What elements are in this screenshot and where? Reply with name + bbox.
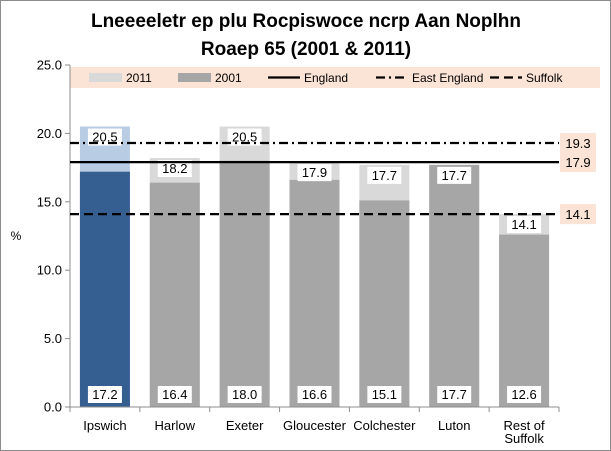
bar-2001-luton xyxy=(429,164,480,407)
data-label-bg-2001-ipswich xyxy=(87,386,122,403)
y-tick-label: 5.0 xyxy=(44,331,62,346)
bar-2001-gloucester xyxy=(289,179,340,407)
legend-swatch-2011 xyxy=(89,73,122,82)
bar-2001-colchester xyxy=(359,200,410,407)
data-label-2001-gloucester: 16.6 xyxy=(302,387,327,402)
reference-lines: 17.9 19.3 14.1 xyxy=(70,132,596,225)
legend-swatch-2001 xyxy=(178,73,211,82)
x-tick-label-colchester: Colchester xyxy=(353,418,416,433)
legend-label-2001: 2001 xyxy=(215,71,242,85)
data-label-2011-harlow: 18.2 xyxy=(162,161,187,176)
x-tick-label-harlow: Harlow xyxy=(155,418,196,433)
chart-title-line-1: Lneeeeletr ep plu Rocpiswoce ncrp Aan No… xyxy=(91,11,521,32)
reference-label-england: 17.9 xyxy=(565,155,590,170)
legend-background xyxy=(70,67,600,88)
data-label-bg-2001-luton xyxy=(437,386,472,403)
data-label-2001-rest-of-suffolk: 12.6 xyxy=(511,387,536,402)
x-tick-label-gloucester: Gloucester xyxy=(283,418,347,433)
data-label-bg-2011-exeter xyxy=(227,128,262,146)
data-label-2011-colchester: 17.7 xyxy=(372,168,397,183)
data-label-bg-2011-rest-of-suffolk xyxy=(507,216,542,234)
y-tick-label: 15.0 xyxy=(37,194,62,209)
bar-2001-rest-of-suffolk xyxy=(499,234,550,407)
chart-title: Lneeeeletr ep plu Rocpiswoce ncrp Aan No… xyxy=(91,11,521,60)
reference-label-bg-england xyxy=(560,152,596,173)
legend-label-suffolk: Suffolk xyxy=(526,71,563,85)
y-axis: 0.0 5.0 10.0 15.0 20.0 25.0 xyxy=(37,58,71,415)
legend-label-england: England xyxy=(304,71,348,85)
data-label-bg-2011-ipswich xyxy=(87,128,122,146)
legend: 2011 2001 England East England Suffolk xyxy=(70,67,600,88)
data-label-bg-2001-exeter xyxy=(227,386,262,403)
data-label-bg-2011-colchester xyxy=(367,166,402,184)
bar-2001-exeter xyxy=(219,160,270,407)
reference-label-bg-suffolk xyxy=(560,204,596,225)
y-tick-label: 0.0 xyxy=(44,400,62,415)
data-label-2011-ipswich: 20.5 xyxy=(92,130,117,145)
data-label-bg-2011-gloucester xyxy=(297,164,332,182)
x-tick-label-luton: Luton xyxy=(438,418,471,433)
bar-2001-harlow xyxy=(149,182,200,407)
data-label-bg-2011-harlow xyxy=(157,160,192,178)
chart-title-line-2: Roaep 65 (2001 & 2011) xyxy=(201,39,411,60)
data-label-2001-luton: 17.7 xyxy=(442,387,467,402)
x-tick-label-ipswich: Ipswich xyxy=(83,418,126,433)
data-label-2011-luton: 17.7 xyxy=(442,168,467,183)
data-label-bg-2001-harlow xyxy=(157,386,192,403)
data-label-bg-2001-colchester xyxy=(367,386,402,403)
data-label-2011-rest-of-suffolk: 14.1 xyxy=(511,217,536,232)
data-label-bg-2001-rest-of-suffolk xyxy=(507,386,542,403)
data-label-2001-colchester: 15.1 xyxy=(372,387,397,402)
y-axis-label: % xyxy=(11,229,22,243)
reference-label-bg-east-england xyxy=(560,132,596,153)
data-label-2011-gloucester: 17.9 xyxy=(302,165,327,180)
y-tick-label: 20.0 xyxy=(37,126,62,141)
legend-label-east-england: East England xyxy=(412,71,483,85)
data-label-bg-2001-gloucester xyxy=(297,386,332,403)
bars: 20.5 17.2 18.2 16.4 20.5 18.0 17.9 16.6 17.7 15.1… xyxy=(79,126,550,407)
data-label-2011-exeter: 20.5 xyxy=(232,130,257,145)
reference-label-suffolk: 14.1 xyxy=(565,207,590,222)
x-tick-label-rest-of-suffolk: Rest of Suffolk xyxy=(503,418,545,446)
data-label-2001-ipswich: 17.2 xyxy=(92,387,117,402)
x-axis: Ipswich Harlow Exeter Gloucester Colchester L… xyxy=(69,406,560,446)
reference-label-east-england: 19.3 xyxy=(565,136,590,151)
legend-label-2011: 2011 xyxy=(126,71,152,85)
data-label-bg-2011-luton xyxy=(437,166,472,184)
y-tick-label: 25.0 xyxy=(37,58,62,73)
bar-2001-ipswich xyxy=(79,171,130,407)
data-label-2001-harlow: 16.4 xyxy=(162,387,187,402)
x-tick-label-exeter: Exeter xyxy=(226,418,264,433)
y-tick-label: 10.0 xyxy=(37,263,62,278)
data-label-2001-exeter: 18.0 xyxy=(232,387,257,402)
